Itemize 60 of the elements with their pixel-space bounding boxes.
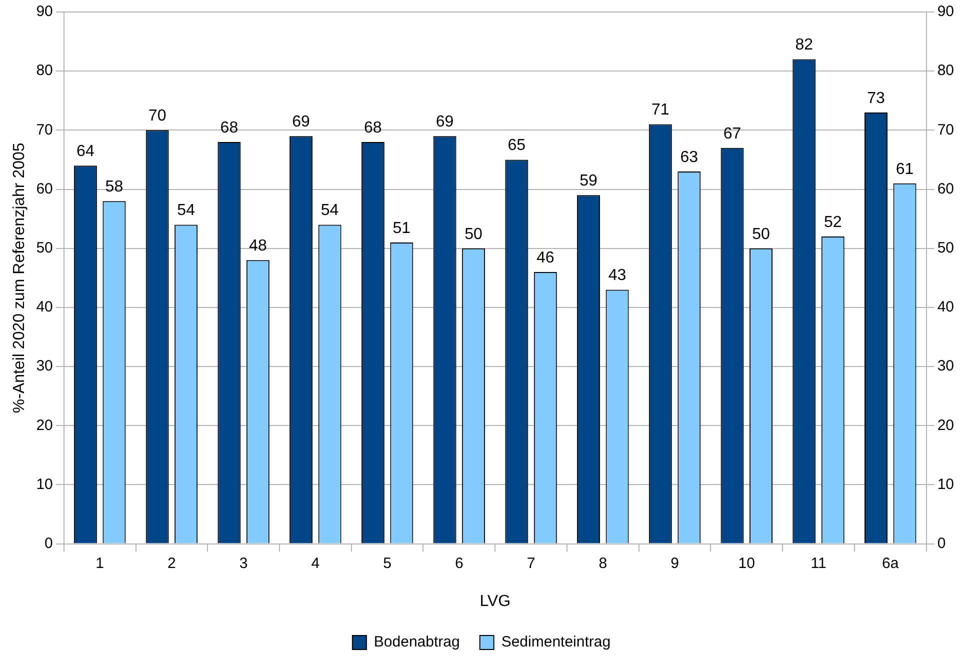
- y2-tick-label: 0: [937, 534, 946, 552]
- x-tick-label: 7: [526, 554, 536, 572]
- data-label: 43: [608, 267, 626, 284]
- data-label: 59: [580, 172, 598, 190]
- data-label: 68: [220, 119, 238, 136]
- x-tick-label: 9: [670, 554, 679, 572]
- data-label: 46: [536, 249, 554, 266]
- x-tick-label: 6a: [882, 554, 900, 572]
- y2-tick-label: 40: [937, 298, 954, 316]
- x-tick-label: 6: [454, 554, 464, 572]
- legend-label: Bodenabtrag: [374, 634, 460, 651]
- y-tick-label: 90: [36, 3, 53, 20]
- y-tick-label: 50: [36, 239, 53, 256]
- data-label: 68: [364, 119, 382, 136]
- data-label: 69: [436, 113, 454, 130]
- x-tick-label: 2: [168, 554, 176, 572]
- data-label: 71: [652, 102, 670, 119]
- y-tick-label: 20: [36, 416, 53, 434]
- y-tick-label: 80: [36, 62, 53, 80]
- y2-tick-label: 80: [937, 62, 954, 80]
- y2-tick-label: 90: [937, 3, 954, 20]
- y-axis-title: %-Anteil 2020 zum Referenzjahr 2005: [11, 142, 28, 414]
- x-tick-label: 3: [239, 554, 248, 572]
- data-label: 50: [464, 226, 483, 243]
- data-label: 54: [320, 202, 339, 220]
- x-axis-title: LVG: [480, 592, 511, 610]
- y2-tick-label: 10: [937, 476, 954, 493]
- y2-tick-label: 70: [937, 121, 954, 138]
- data-label: 61: [896, 160, 914, 178]
- x-tick-label: 1: [96, 554, 104, 572]
- x-tick-label: 5: [383, 554, 392, 572]
- data-label: 51: [392, 220, 411, 237]
- y2-tick-label: 60: [937, 180, 954, 198]
- y-tick-label: 30: [36, 358, 53, 375]
- y-tick-label: 10: [36, 476, 53, 493]
- x-tick-label: 11: [810, 554, 826, 572]
- legend-label: Sedimenteintrag: [501, 634, 611, 651]
- data-label: 69: [292, 113, 310, 130]
- y-tick-label: 0: [44, 534, 53, 552]
- data-label: 58: [105, 178, 124, 196]
- data-label: 54: [177, 202, 196, 220]
- data-label: 67: [723, 125, 742, 142]
- data-label: 65: [508, 137, 526, 154]
- data-label: 50: [752, 226, 770, 243]
- data-label: 73: [867, 90, 886, 107]
- y-tick-label: 40: [36, 298, 53, 316]
- x-tick-label: 10: [738, 554, 755, 572]
- y2-tick-label: 20: [937, 416, 954, 434]
- y2-tick-label: 30: [937, 358, 954, 375]
- x-tick-label: 8: [598, 554, 608, 572]
- x-tick-label: 4: [311, 554, 320, 572]
- y-tick-label: 70: [36, 121, 53, 138]
- data-label: 52: [824, 214, 842, 231]
- y2-tick-label: 50: [937, 239, 954, 256]
- y-tick-label: 60: [36, 180, 53, 198]
- data-label: 64: [76, 143, 94, 160]
- data-label: 82: [795, 36, 814, 54]
- data-label: 70: [148, 108, 166, 125]
- data-label: 48: [249, 238, 267, 255]
- data-label: 63: [680, 148, 698, 166]
